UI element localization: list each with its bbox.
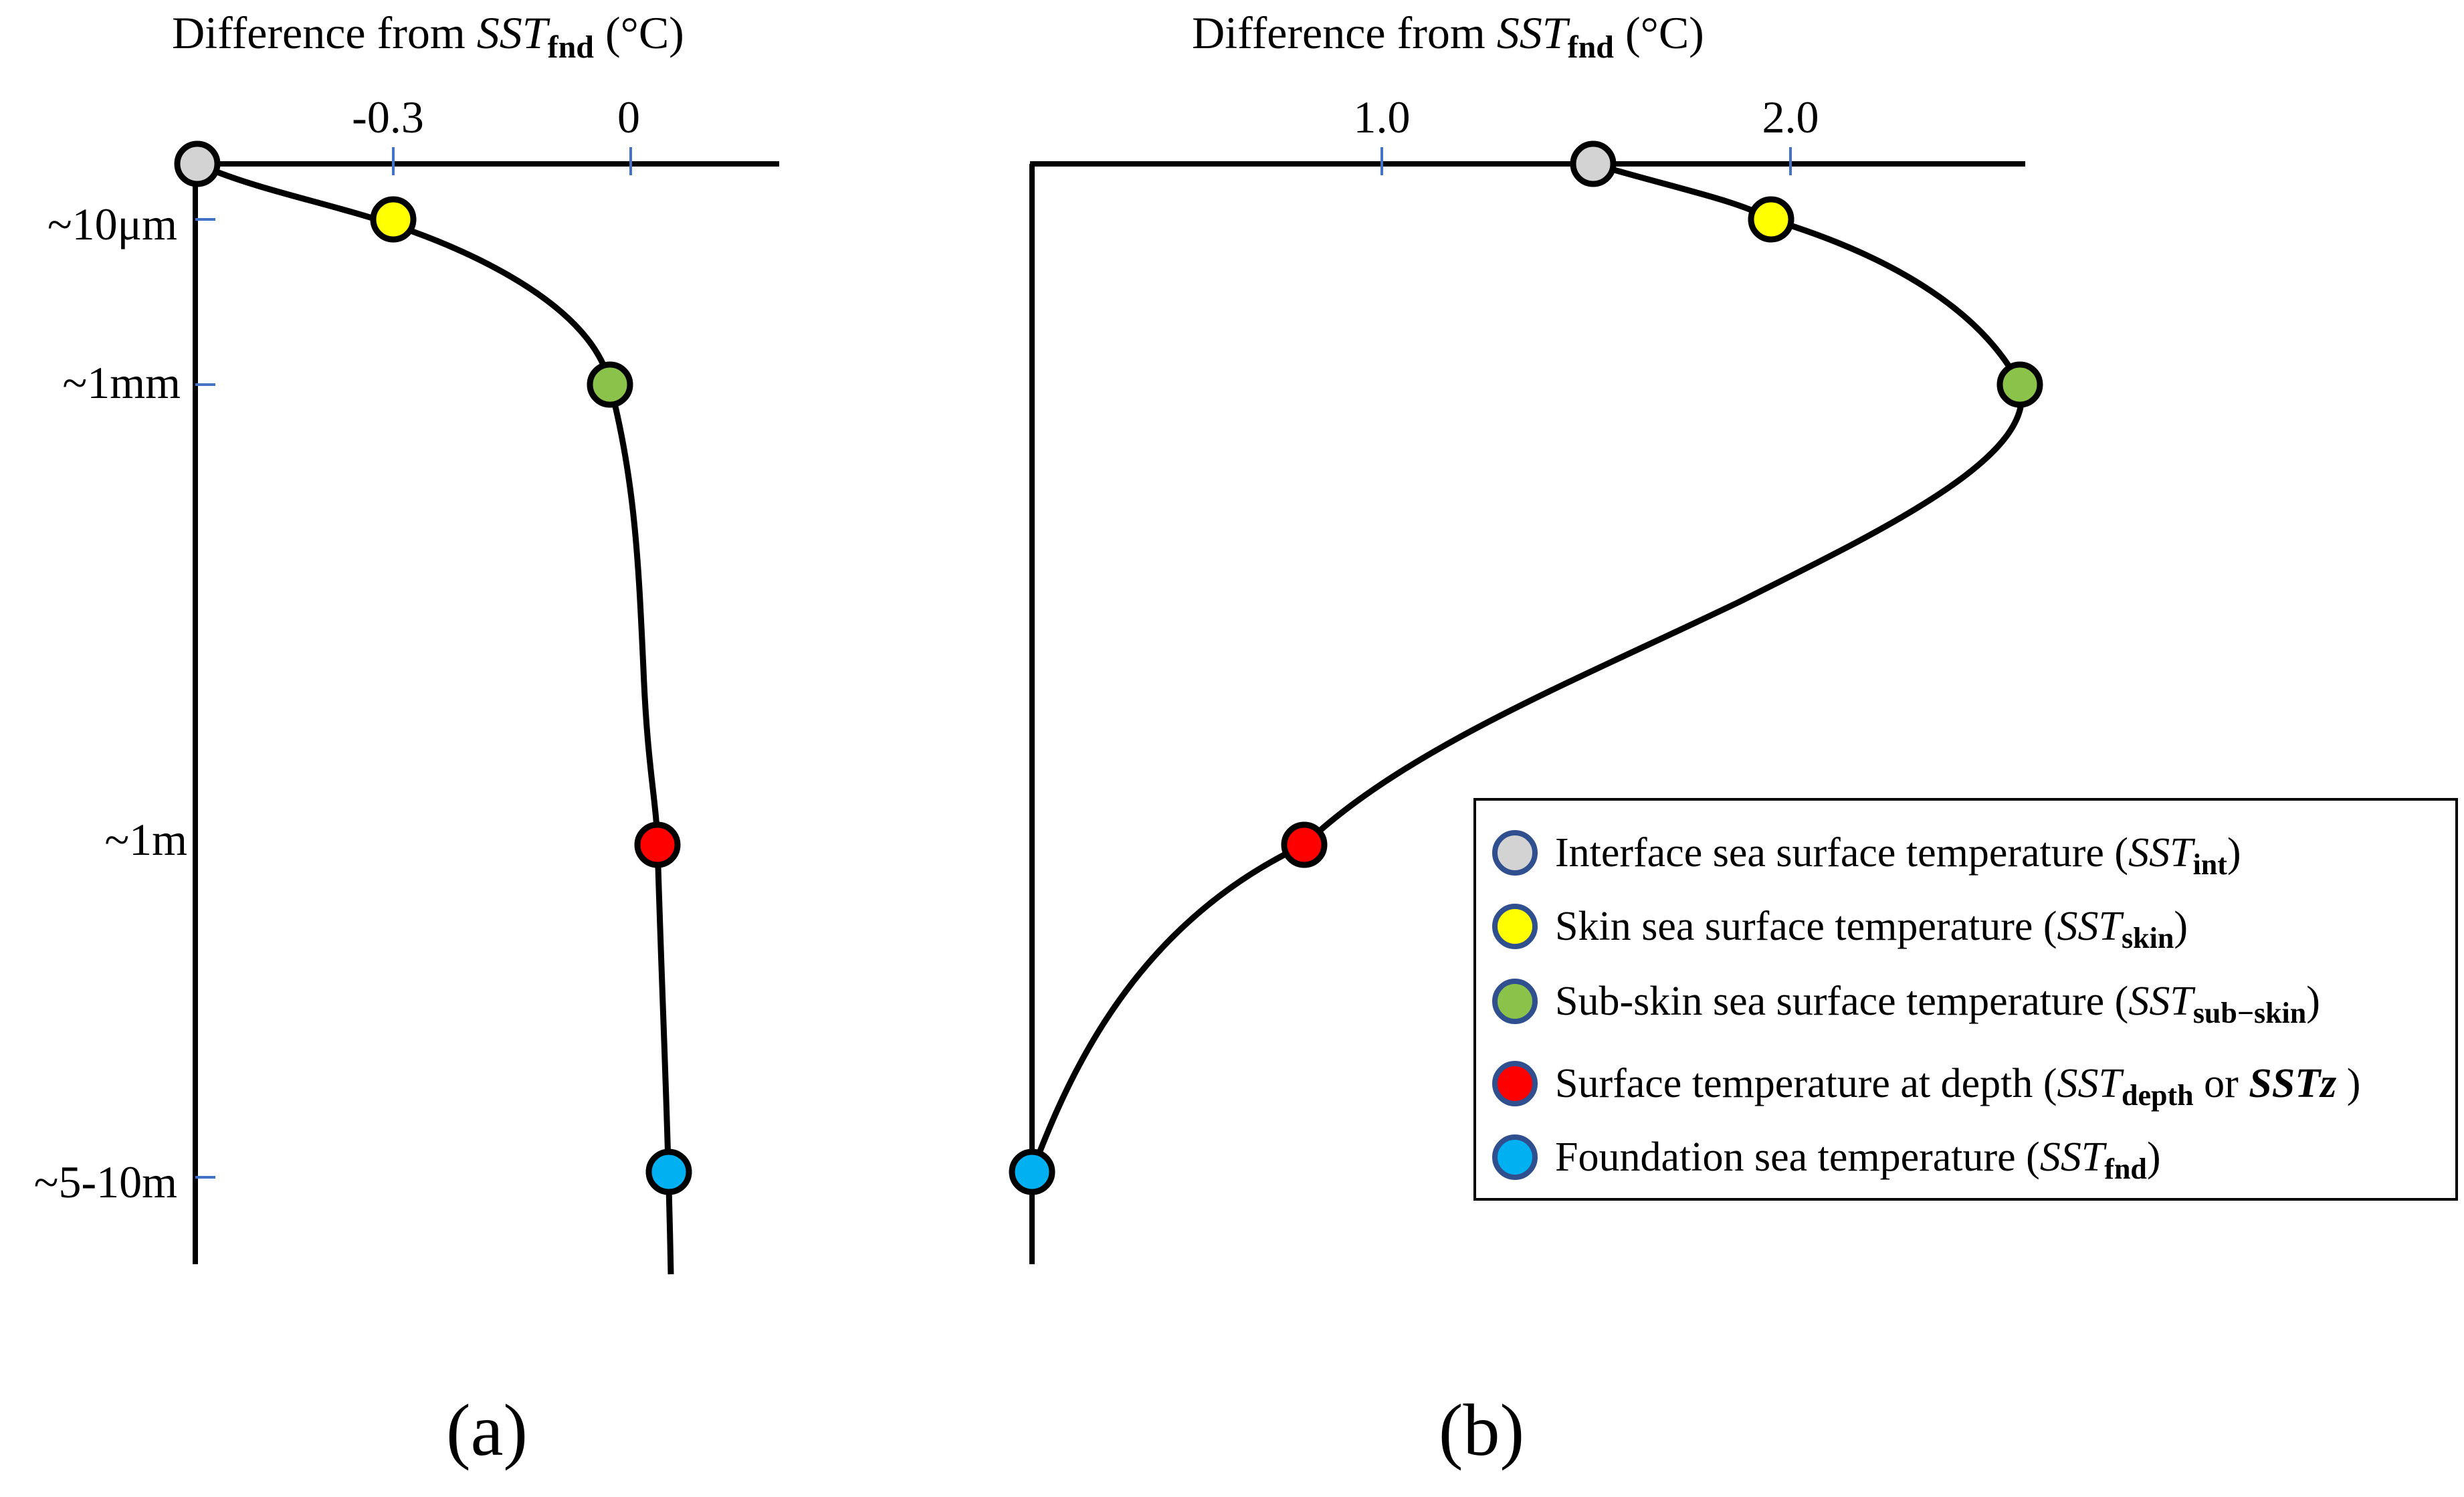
- panel-b: Difference from SSTfnd (°C) 1.0 2.0 (b): [1009, 7, 2043, 1471]
- legend-marker-foundation: [1492, 1134, 1538, 1180]
- panel-b-x-tick-label-0: 1.0: [1354, 92, 1411, 142]
- legend-label-depth: Surface temperature at depth (SSTdepth o…: [1555, 1061, 2360, 1112]
- legend-label-skin: Skin sea surface temperature (SSTskin): [1555, 904, 2188, 955]
- panel-b-point-interface: [1570, 140, 1617, 187]
- panel-a-point-foundation: [645, 1149, 692, 1195]
- depth-label-10um: ~10μm: [47, 199, 177, 250]
- panel-a: Difference from SSTfnd (°C) -0.3 0 ~10μm…: [34, 7, 779, 1471]
- legend-label-sub-skin: Sub-skin sea surface temperature (SSTsub…: [1555, 979, 2320, 1029]
- panel-b-label: (b): [1439, 1389, 1524, 1471]
- panel-b-x-title: Difference from SSTfnd (°C): [1192, 7, 1704, 65]
- legend-marker-skin: [1492, 904, 1538, 949]
- legend-label-interface: Interface sea surface temperature (SSTin…: [1555, 830, 2241, 881]
- legend-item-foundation: Foundation sea temperature (SSTfnd): [1492, 1134, 2161, 1185]
- panel-b-profile-line: [1029, 161, 2025, 1173]
- panel-b-x-tick-label-1: 2.0: [1762, 92, 1819, 142]
- legend-item-depth: Surface temperature at depth (SSTdepth o…: [1492, 1061, 2360, 1112]
- panel-a-profile-line: [196, 161, 674, 1275]
- legend-item-sub-skin: Sub-skin sea surface temperature (SSTsub…: [1492, 979, 2320, 1029]
- panel-a-point-skin: [370, 196, 417, 243]
- panel-b-point-sub-skin: [1996, 361, 2043, 408]
- legend-item-skin: Skin sea surface temperature (SSTskin): [1492, 904, 2188, 955]
- panel-a-point-interface: [174, 140, 221, 187]
- panel-a-label: (a): [446, 1389, 528, 1471]
- depth-label-1m: ~1m: [104, 814, 187, 865]
- panel-b-point-skin: [1748, 196, 1794, 243]
- panel-a-point-sub-skin: [587, 361, 633, 408]
- panel-a-x-tick-label-0: -0.3: [352, 92, 424, 142]
- panel-b-point-foundation: [1009, 1149, 1055, 1195]
- legend: Interface sea surface temperature (SSTin…: [1473, 798, 2458, 1201]
- panel-a-x-tick-label-1: 0: [617, 92, 640, 142]
- legend-item-interface: Interface sea surface temperature (SSTin…: [1492, 830, 2241, 881]
- panel-a-point-depth: [634, 821, 681, 868]
- legend-marker-interface: [1492, 830, 1538, 876]
- panel-b-point-depth: [1281, 821, 1328, 868]
- legend-box: [1473, 798, 2458, 1201]
- legend-marker-sub-skin: [1492, 979, 1538, 1024]
- legend-label-foundation: Foundation sea temperature (SSTfnd): [1555, 1134, 2161, 1185]
- depth-label-1mm: ~1mm: [62, 357, 181, 408]
- panel-a-x-title: Difference from SSTfnd (°C): [172, 7, 684, 65]
- legend-marker-depth: [1492, 1061, 1538, 1106]
- depth-label-5-10m: ~5-10m: [34, 1157, 177, 1207]
